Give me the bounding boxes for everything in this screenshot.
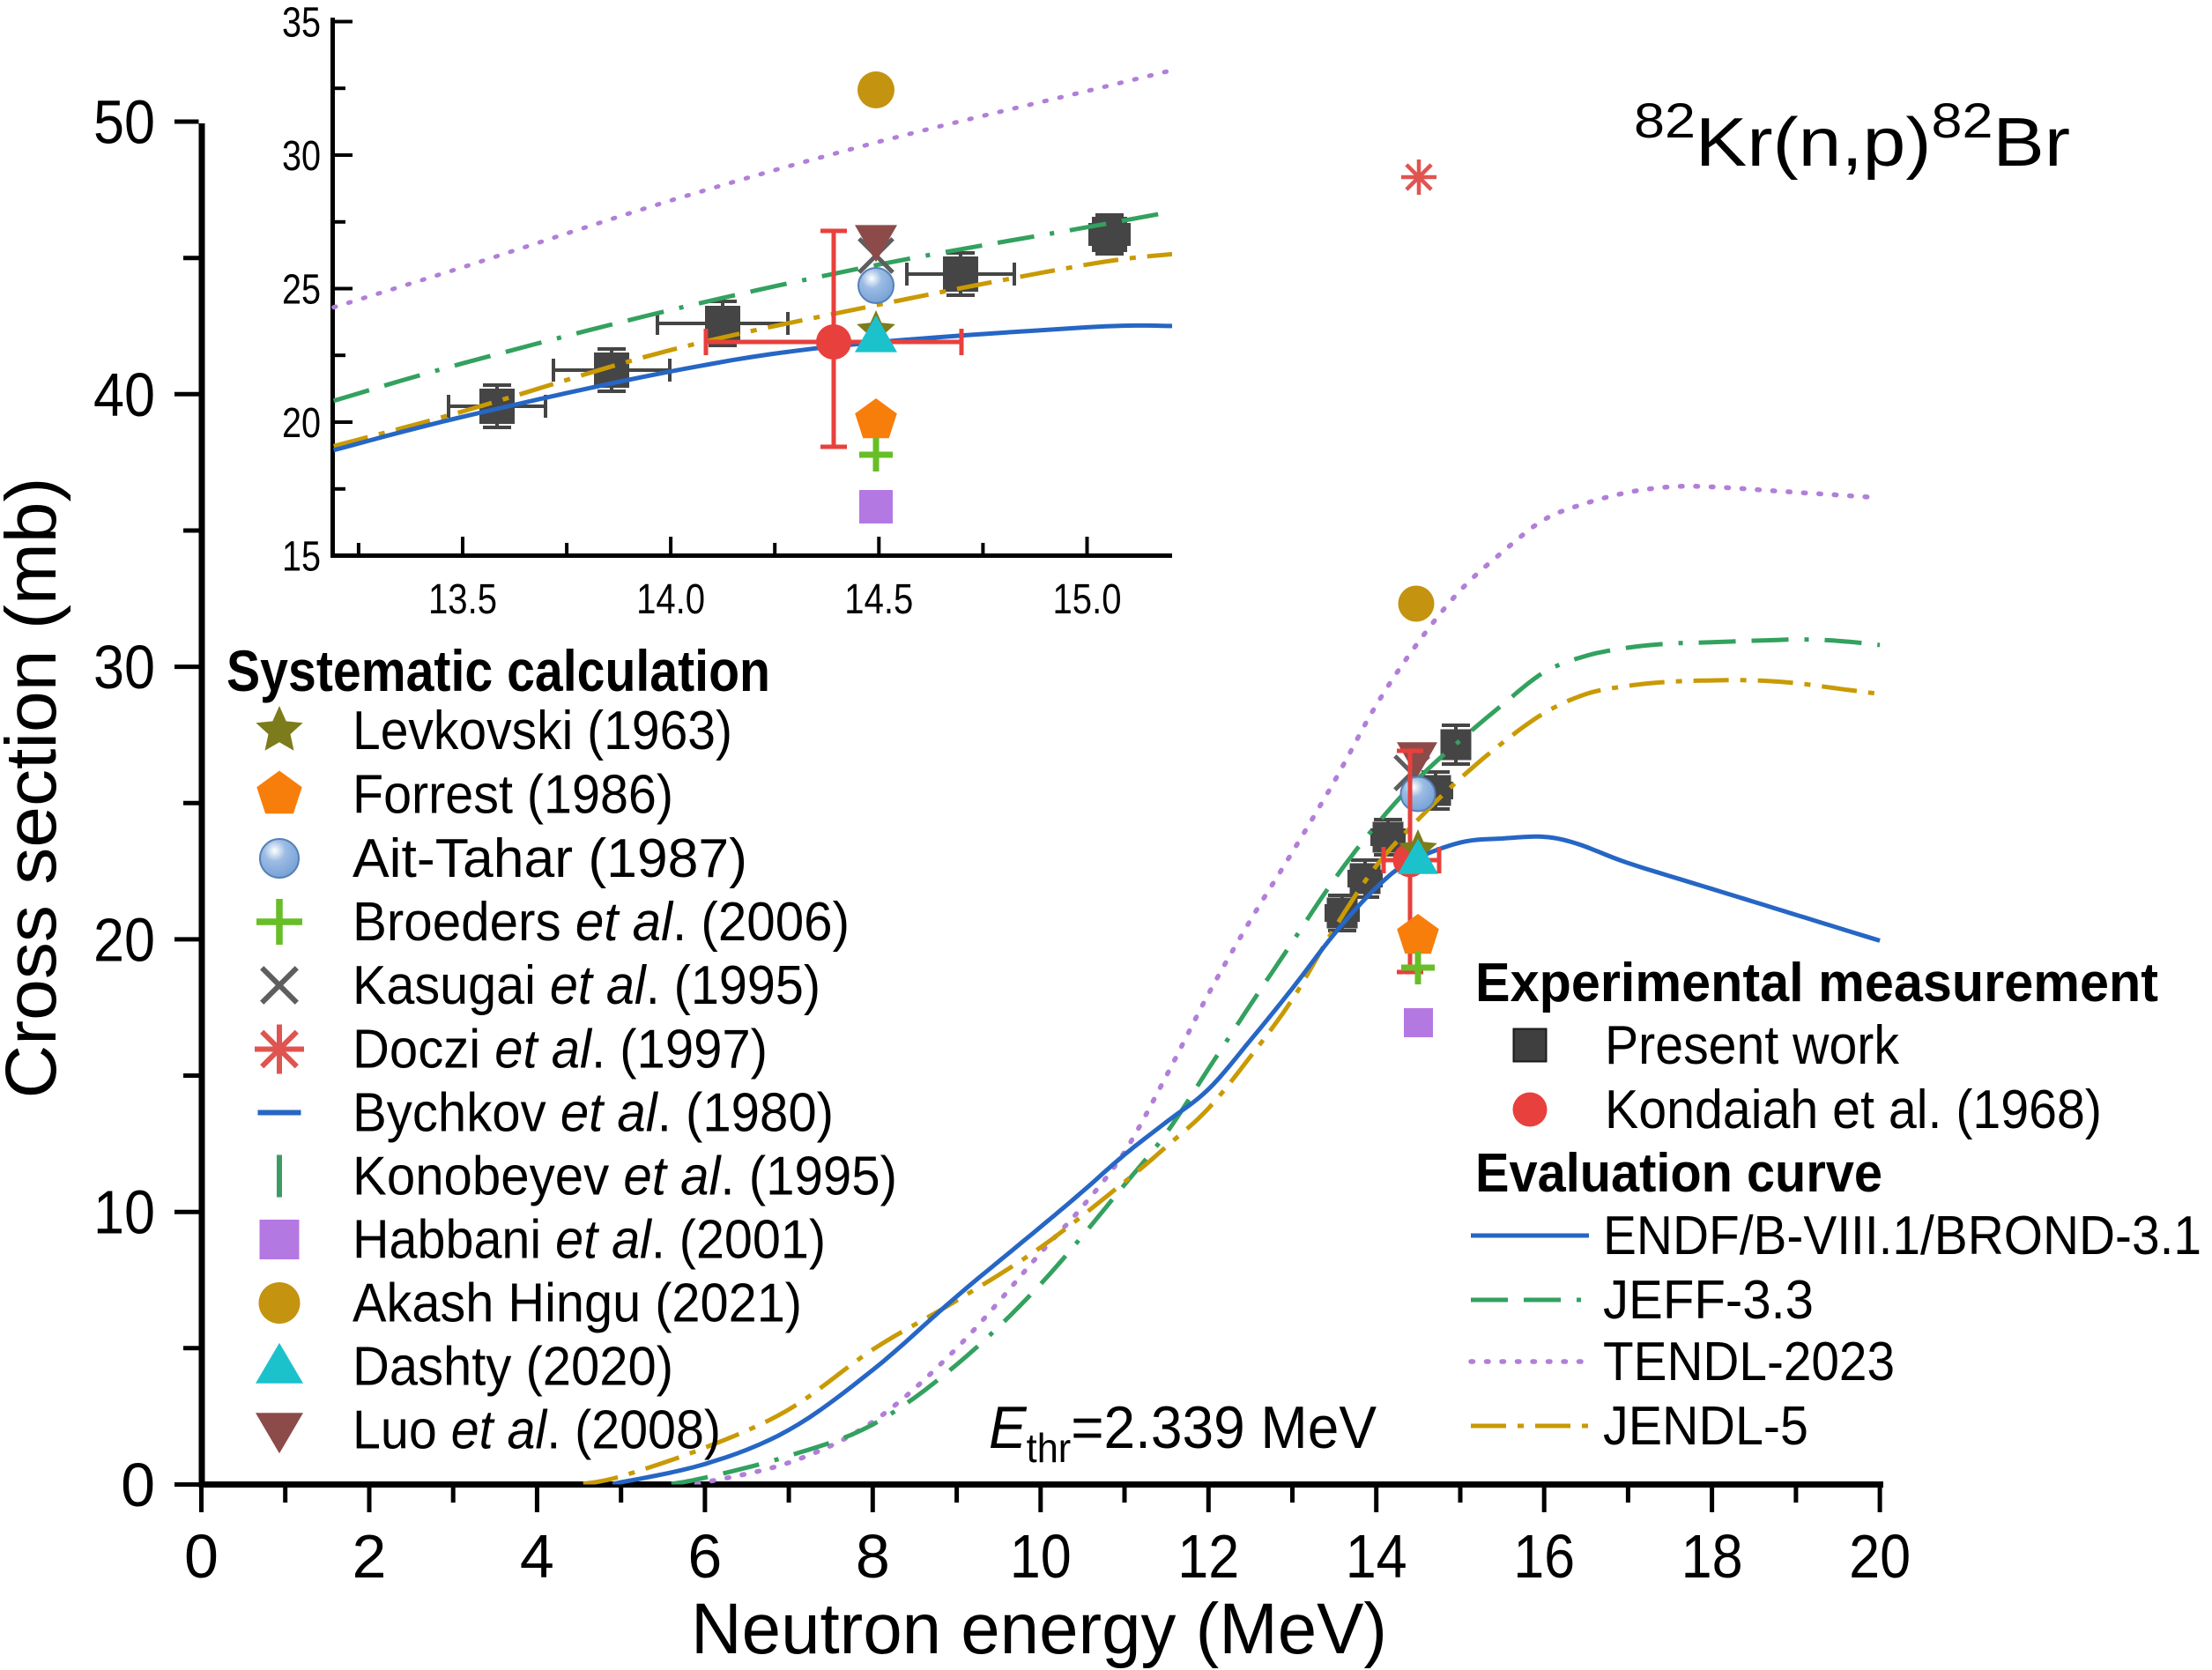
svg-text:8: 8 bbox=[856, 1522, 890, 1591]
svg-text:Forrest (1986): Forrest (1986) bbox=[353, 765, 673, 826]
svg-text:Bychkov et al. (1980): Bychkov et al. (1980) bbox=[353, 1083, 834, 1144]
svg-text:10: 10 bbox=[1010, 1522, 1072, 1591]
svg-text:Luo et al. (2008): Luo et al. (2008) bbox=[353, 1400, 721, 1461]
svg-text:14: 14 bbox=[1346, 1522, 1407, 1591]
svg-text:Present work: Present work bbox=[1605, 1015, 1900, 1076]
svg-text:Broeders et al. (2006): Broeders et al. (2006) bbox=[353, 892, 850, 953]
svg-text:13.5: 13.5 bbox=[428, 576, 497, 623]
svg-text:Dashty (2020): Dashty (2020) bbox=[353, 1337, 673, 1398]
svg-text:20: 20 bbox=[93, 905, 155, 974]
svg-text:JEFF-3.3: JEFF-3.3 bbox=[1603, 1270, 1814, 1331]
svg-text:14.0: 14.0 bbox=[636, 576, 705, 623]
svg-text:20: 20 bbox=[282, 400, 321, 447]
svg-text:4: 4 bbox=[520, 1522, 554, 1591]
svg-text:18: 18 bbox=[1681, 1522, 1743, 1591]
svg-text:Ait-Tahar (1987): Ait-Tahar (1987) bbox=[353, 828, 747, 889]
svg-text:15.0: 15.0 bbox=[1053, 576, 1122, 623]
svg-text:Akash Hingu (2021): Akash Hingu (2021) bbox=[353, 1273, 802, 1334]
svg-text:40: 40 bbox=[93, 360, 155, 429]
svg-text:16: 16 bbox=[1513, 1522, 1575, 1591]
svg-text:50: 50 bbox=[93, 88, 155, 157]
svg-text:25: 25 bbox=[282, 267, 321, 314]
svg-text:Kasugai et al. (1995): Kasugai et al. (1995) bbox=[353, 955, 820, 1016]
svg-text:Ethr=2.339 MeV: Ethr=2.339 MeV bbox=[989, 1394, 1377, 1471]
svg-text:Neutron energy (MeV): Neutron energy (MeV) bbox=[691, 1589, 1387, 1669]
svg-text:15: 15 bbox=[282, 534, 321, 581]
svg-text:Systematic calculation: Systematic calculation bbox=[226, 638, 770, 703]
svg-text:0: 0 bbox=[121, 1451, 155, 1519]
svg-text:35: 35 bbox=[282, 0, 321, 47]
svg-text:30: 30 bbox=[93, 633, 155, 701]
svg-text:Experimental measurement: Experimental measurement bbox=[1475, 953, 2158, 1013]
svg-text:30: 30 bbox=[282, 133, 321, 180]
svg-text:Habbani et al. (2001): Habbani et al. (2001) bbox=[353, 1210, 826, 1271]
svg-text:20: 20 bbox=[1849, 1522, 1911, 1591]
svg-text:2: 2 bbox=[353, 1522, 387, 1591]
svg-text:6: 6 bbox=[687, 1522, 722, 1591]
svg-text:Konobeyev et al. (1995): Konobeyev et al. (1995) bbox=[353, 1147, 897, 1207]
svg-text:Cross section (mb): Cross section (mb) bbox=[0, 478, 71, 1099]
svg-text:14.5: 14.5 bbox=[844, 576, 913, 623]
svg-text:TENDL-2023: TENDL-2023 bbox=[1603, 1332, 1895, 1392]
svg-text:10: 10 bbox=[93, 1178, 155, 1247]
svg-text:Evaluation curve: Evaluation curve bbox=[1475, 1143, 1882, 1204]
svg-text:Kondaiah et al. (1968): Kondaiah et al. (1968) bbox=[1605, 1080, 2102, 1140]
svg-text:0: 0 bbox=[184, 1522, 219, 1591]
svg-text:Levkovski (1963): Levkovski (1963) bbox=[353, 701, 732, 761]
svg-text:JENDL-5: JENDL-5 bbox=[1603, 1396, 1808, 1457]
svg-text:12: 12 bbox=[1177, 1522, 1239, 1591]
svg-text:ENDF/B-VIII.1/BROND-3.1: ENDF/B-VIII.1/BROND-3.1 bbox=[1603, 1206, 2201, 1266]
svg-text:Doczi et al. (1997): Doczi et al. (1997) bbox=[353, 1020, 768, 1080]
svg-text:82Kr(n,p)82Br: 82Kr(n,p) 82Br bbox=[1634, 93, 2070, 181]
